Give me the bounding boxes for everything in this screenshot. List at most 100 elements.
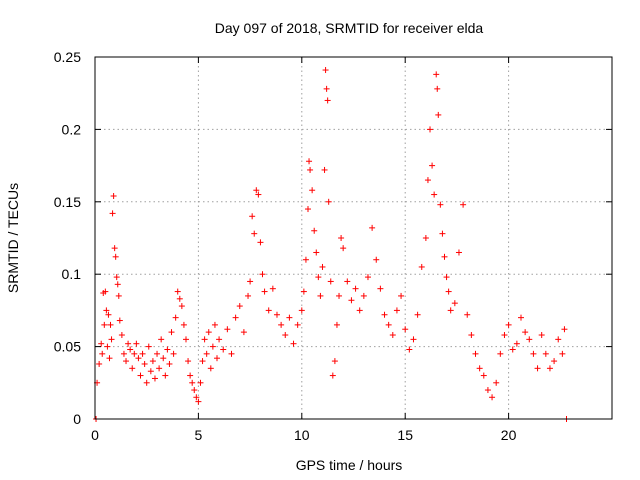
data-point bbox=[398, 292, 405, 299]
y-tick-label: 0 bbox=[73, 411, 81, 427]
plot-frame bbox=[94, 56, 613, 420]
y-tick-label: 0.25 bbox=[54, 49, 81, 65]
data-point bbox=[147, 368, 154, 375]
data-point bbox=[247, 278, 254, 285]
data-point bbox=[120, 350, 127, 357]
data-point bbox=[172, 314, 179, 321]
data-point bbox=[265, 307, 272, 314]
data-point bbox=[307, 166, 314, 173]
data-point bbox=[168, 329, 175, 336]
data-point bbox=[199, 358, 206, 365]
data-point bbox=[526, 336, 533, 343]
data-point bbox=[311, 227, 318, 234]
data-point bbox=[197, 379, 204, 386]
data-point bbox=[429, 162, 436, 169]
y-tick-label: 0.2 bbox=[62, 121, 82, 137]
data-point bbox=[129, 365, 136, 372]
data-point bbox=[389, 332, 396, 339]
data-point bbox=[336, 292, 343, 299]
data-point bbox=[422, 235, 429, 241]
data-point bbox=[522, 329, 529, 336]
data-point bbox=[109, 210, 116, 217]
data-point bbox=[509, 346, 516, 353]
data-point bbox=[443, 274, 450, 281]
data-point bbox=[195, 398, 202, 405]
data-point bbox=[294, 321, 301, 328]
data-point bbox=[166, 360, 173, 367]
data-point bbox=[439, 230, 446, 237]
data-point bbox=[273, 311, 280, 318]
data-point bbox=[193, 394, 200, 401]
data-point bbox=[313, 249, 320, 256]
data-point bbox=[118, 332, 125, 339]
data-point bbox=[317, 292, 324, 299]
data-point bbox=[513, 340, 520, 347]
data-point bbox=[424, 177, 431, 184]
y-tick-labels: 0 0.05 0.1 0.15 0.2 0.25 bbox=[54, 49, 81, 427]
data-point bbox=[141, 360, 148, 367]
data-point bbox=[290, 340, 297, 347]
data-point bbox=[104, 343, 111, 350]
data-point bbox=[261, 288, 268, 295]
data-point bbox=[431, 191, 438, 198]
scatter-points bbox=[93, 67, 570, 422]
data-point bbox=[99, 350, 106, 357]
data-point bbox=[125, 340, 132, 347]
data-point bbox=[114, 281, 121, 288]
data-point bbox=[101, 321, 108, 328]
data-point bbox=[325, 198, 332, 205]
y-tick-label: 0.1 bbox=[62, 266, 82, 282]
data-point bbox=[108, 336, 115, 343]
data-point bbox=[269, 285, 276, 292]
data-point bbox=[107, 321, 114, 328]
data-point bbox=[381, 311, 388, 318]
data-point bbox=[445, 288, 452, 295]
data-point bbox=[324, 97, 331, 104]
data-point bbox=[493, 379, 500, 386]
data-point bbox=[501, 332, 508, 339]
data-point bbox=[191, 387, 198, 394]
y-axis-title: SRMTID / TECUs bbox=[5, 183, 21, 293]
x-tick-label: 20 bbox=[501, 427, 517, 443]
data-point bbox=[476, 365, 483, 372]
data-point bbox=[249, 213, 256, 220]
data-point bbox=[329, 372, 336, 379]
data-point bbox=[377, 285, 384, 292]
data-point bbox=[143, 379, 150, 386]
data-point bbox=[123, 358, 130, 365]
grid-lines bbox=[95, 57, 612, 419]
data-point bbox=[236, 303, 243, 310]
data-point bbox=[133, 340, 140, 347]
data-point bbox=[240, 329, 247, 336]
data-point bbox=[356, 307, 363, 314]
data-point bbox=[464, 311, 471, 318]
data-point bbox=[156, 365, 163, 372]
data-point bbox=[115, 292, 122, 299]
data-point bbox=[154, 350, 161, 357]
data-point bbox=[96, 360, 103, 367]
data-point bbox=[369, 224, 376, 231]
data-point bbox=[321, 166, 328, 173]
data-point bbox=[286, 314, 293, 321]
data-point bbox=[139, 350, 146, 357]
data-point bbox=[538, 332, 545, 339]
data-point bbox=[178, 303, 185, 310]
data-point bbox=[151, 375, 158, 382]
data-point bbox=[214, 355, 221, 362]
data-point bbox=[149, 358, 156, 365]
data-point bbox=[162, 372, 169, 379]
data-point bbox=[561, 326, 568, 333]
chart-title: Day 097 of 2018, SRMTID for receiver eld… bbox=[215, 20, 484, 36]
data-point bbox=[180, 321, 187, 328]
data-point bbox=[344, 278, 351, 285]
data-point bbox=[489, 394, 496, 401]
data-point bbox=[201, 336, 208, 343]
data-point bbox=[414, 311, 421, 318]
data-point bbox=[176, 295, 183, 302]
x-tick-labels: 0 5 10 15 20 bbox=[91, 427, 516, 443]
data-point bbox=[435, 111, 442, 118]
data-point bbox=[393, 307, 400, 314]
data-point bbox=[385, 321, 392, 328]
data-point bbox=[406, 346, 413, 353]
